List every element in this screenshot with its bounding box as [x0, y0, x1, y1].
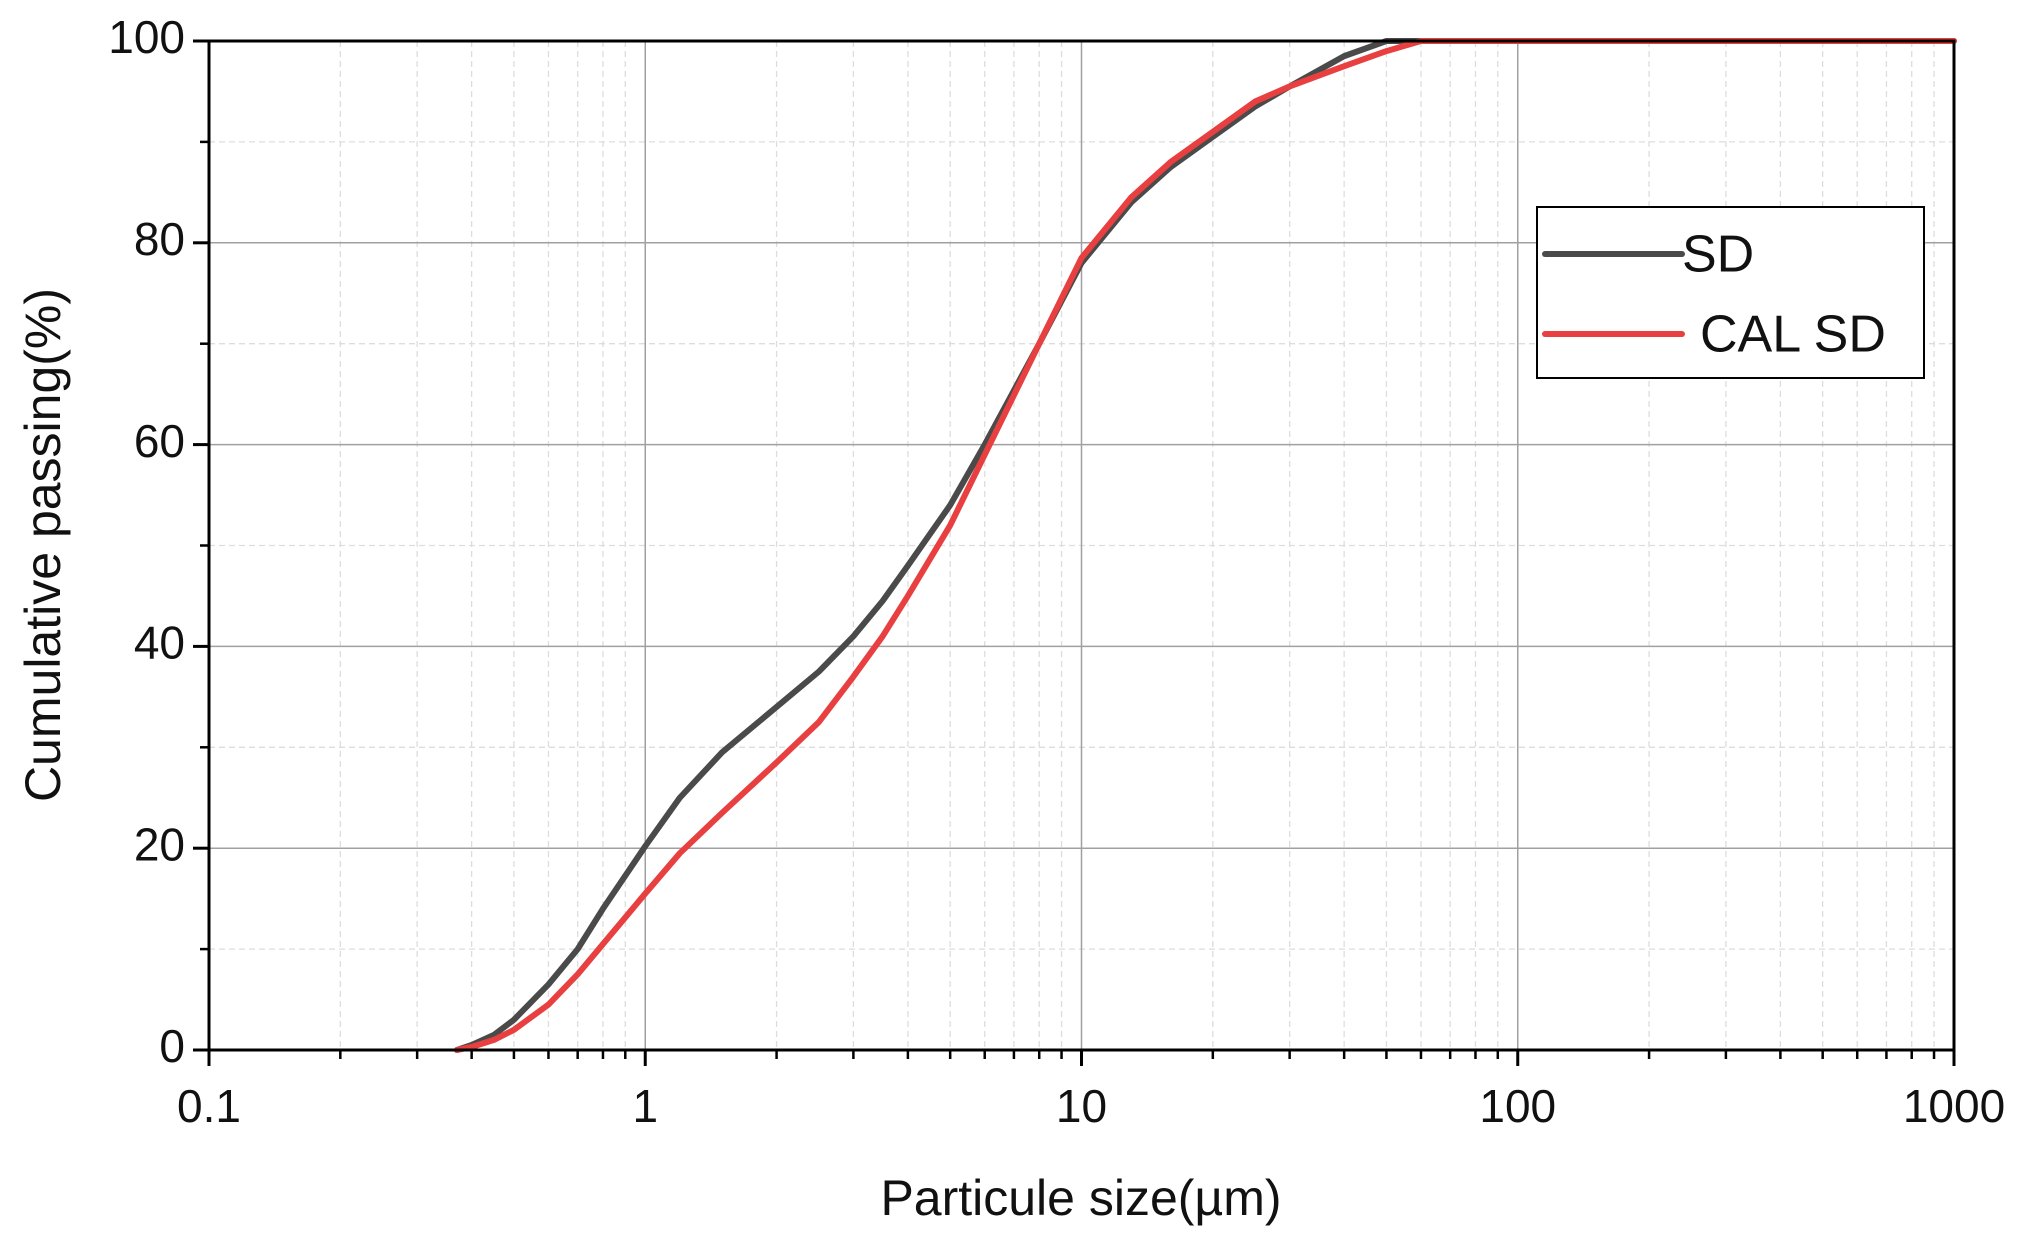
y-tick-label: 20 — [134, 818, 185, 870]
y-tick-label: 100 — [108, 11, 185, 63]
y-tick-label: 0 — [159, 1020, 185, 1072]
x-tick-label: 1000 — [1903, 1080, 2005, 1132]
x-tick-label: 10 — [1056, 1080, 1107, 1132]
legend-box — [1536, 206, 1925, 379]
x-tick-label: 1 — [632, 1080, 658, 1132]
data-line — [453, 38, 1957, 1053]
legend-label: SD — [1682, 226, 1754, 284]
x-tick-label: 100 — [1479, 1080, 1556, 1132]
y-tick-label: 80 — [134, 213, 185, 265]
data-line — [453, 38, 1957, 1053]
legend-label: CAL SD — [1700, 306, 1886, 364]
x-axis-title: Particule size(µm) — [880, 1170, 1281, 1226]
y-tick-label: 60 — [134, 415, 185, 467]
y-axis-title: Cumulative passing(%) — [15, 288, 71, 802]
y-tick-label: 40 — [134, 617, 185, 669]
plot-frame — [207, 39, 1956, 1052]
x-tick-label: 0.1 — [177, 1080, 241, 1132]
